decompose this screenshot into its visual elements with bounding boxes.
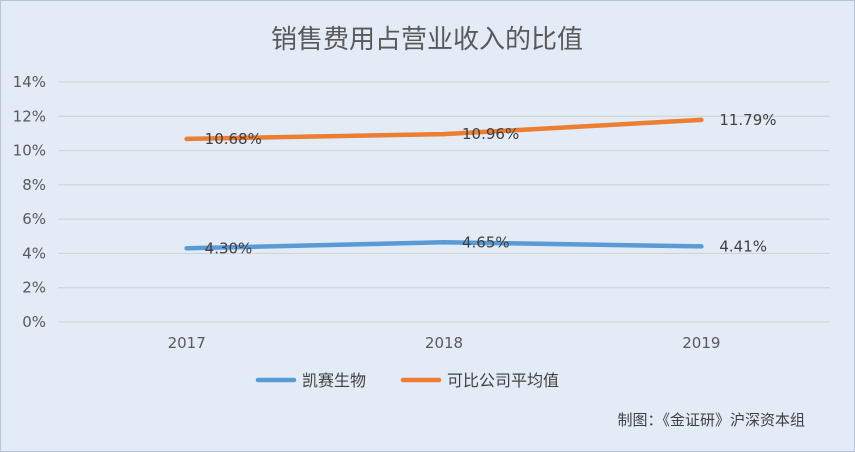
y-tick-label: 6% — [22, 210, 46, 228]
data-label: 11.79% — [719, 111, 776, 129]
x-axis-ticks: 2017 2018 2019 — [168, 334, 721, 352]
data-point — [699, 117, 704, 123]
y-axis-ticks: 0% 2% 4% 6% 8% 10% 12% 14% — [13, 73, 46, 331]
data-label: 10.96% — [462, 125, 519, 143]
data-point — [441, 240, 447, 245]
data-label: 10.68% — [205, 130, 262, 148]
y-tick-label: 10% — [13, 142, 46, 160]
y-tick-label: 4% — [22, 244, 46, 262]
chart-title: 销售费用占营业收入的比值 — [271, 25, 583, 55]
y-tick-label: 2% — [22, 279, 46, 297]
legend-label: 可比公司平均值 — [447, 371, 559, 390]
legend: 凯赛生物 可比公司平均值 — [255, 371, 559, 390]
y-tick-label: 12% — [13, 107, 46, 125]
x-tick-label: 2017 — [168, 334, 206, 352]
x-tick-label: 2019 — [682, 334, 720, 352]
data-point — [184, 136, 189, 142]
y-tick-label: 14% — [13, 73, 46, 91]
x-tick-label: 2018 — [425, 334, 463, 352]
data-point — [184, 246, 189, 251]
data-label: 4.41% — [719, 237, 767, 255]
data-labels: 4.30% 4.65% 4.41% 10.68% 10.96% 11.79% — [205, 111, 777, 257]
data-label: 4.30% — [205, 239, 253, 257]
y-tick-label: 0% — [22, 313, 46, 331]
y-tick-label: 8% — [22, 176, 46, 194]
source-note: 制图：《金证研》沪深资本组 — [617, 411, 805, 429]
series-lines — [184, 117, 704, 251]
data-point — [699, 244, 704, 249]
gridlines — [58, 81, 830, 323]
data-label: 4.65% — [462, 233, 510, 251]
data-point — [441, 131, 447, 137]
legend-label: 凯赛生物 — [302, 371, 366, 390]
